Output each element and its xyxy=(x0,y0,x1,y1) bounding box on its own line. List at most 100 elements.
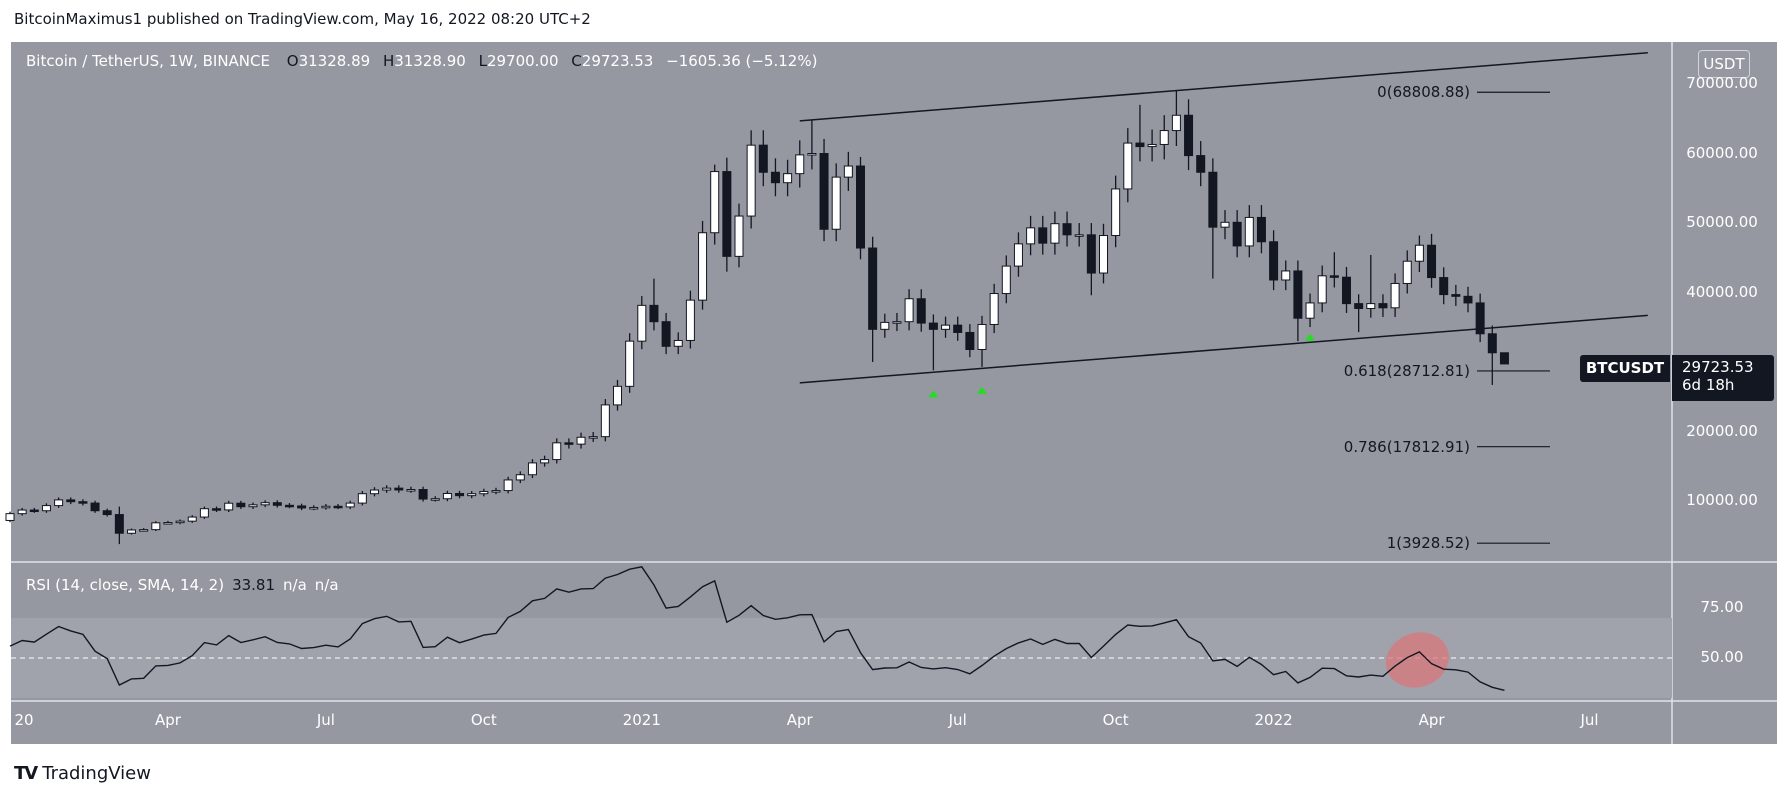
candle-body xyxy=(54,499,64,507)
candle xyxy=(1038,215,1048,255)
candle-body xyxy=(5,513,15,521)
time-axis-label: Apr xyxy=(786,711,813,729)
candle-body xyxy=(78,501,88,504)
candle-body xyxy=(661,321,671,347)
candle-body xyxy=(868,247,878,330)
candle xyxy=(1390,273,1400,317)
currency-button[interactable]: USDT xyxy=(1698,50,1750,78)
candle-body xyxy=(1001,265,1011,295)
candle xyxy=(892,312,902,332)
candle xyxy=(783,159,793,197)
rsi-ma-value: n/a xyxy=(283,576,307,594)
candle-body xyxy=(90,502,100,512)
candle xyxy=(1220,210,1230,240)
candle xyxy=(1451,284,1461,306)
candle xyxy=(78,499,88,506)
candle xyxy=(491,487,501,495)
candle xyxy=(758,130,768,187)
candle-body xyxy=(795,154,805,175)
candle xyxy=(637,296,647,350)
candle-body xyxy=(1439,277,1449,296)
time-axis-label: 2022 xyxy=(1254,711,1293,729)
close-value: 29723.53 xyxy=(581,52,654,70)
candle-body xyxy=(1135,142,1145,148)
candle xyxy=(856,156,865,260)
candle-body xyxy=(989,293,999,325)
candle-body xyxy=(953,324,963,333)
fib-level-label: 0.786(17812.91) xyxy=(1343,437,1470,456)
candle-body xyxy=(1390,282,1400,309)
candle xyxy=(1475,293,1485,343)
candle xyxy=(1196,141,1206,187)
candle-body xyxy=(770,171,780,184)
candle xyxy=(527,459,537,479)
candle-body xyxy=(309,506,319,510)
candle-body xyxy=(856,165,865,249)
candle-body xyxy=(467,493,477,497)
candle xyxy=(17,507,27,516)
candle xyxy=(102,508,112,517)
green-arrow-up-icon xyxy=(928,390,939,398)
candle xyxy=(710,164,720,245)
candle xyxy=(1414,235,1424,273)
candle-body xyxy=(297,505,307,509)
candle xyxy=(1099,223,1108,284)
candle-body xyxy=(1378,303,1388,309)
candle-body xyxy=(272,502,282,506)
candle-body xyxy=(673,339,683,347)
candle xyxy=(1159,115,1169,160)
symbol-price-tag: BTCUSDT xyxy=(1580,355,1670,382)
candle xyxy=(418,486,428,502)
candle xyxy=(1342,266,1351,313)
candle-body xyxy=(649,304,659,323)
candle xyxy=(370,487,379,497)
candle xyxy=(515,471,525,484)
candle xyxy=(236,500,246,509)
candle xyxy=(807,119,817,170)
candle-body xyxy=(1099,235,1108,274)
candle xyxy=(430,496,440,502)
candle xyxy=(1305,293,1315,328)
candle xyxy=(1135,104,1145,162)
candle xyxy=(552,438,562,464)
candle xyxy=(770,158,780,197)
candle xyxy=(916,289,926,332)
candle xyxy=(1269,230,1279,291)
tradingview-logo-icon: TV xyxy=(14,763,38,784)
candle xyxy=(868,236,878,362)
candle-body xyxy=(1354,303,1364,309)
candle xyxy=(321,504,331,510)
candle-body xyxy=(637,304,647,342)
candle xyxy=(625,333,635,393)
candle xyxy=(989,283,999,334)
candle-body xyxy=(1111,188,1121,237)
candle-body xyxy=(613,385,622,406)
last-price-box: 29723.53 6d 18h xyxy=(1672,355,1774,401)
candle-body xyxy=(1281,270,1291,281)
candle-body xyxy=(430,498,440,501)
candle xyxy=(309,505,319,511)
candle-body xyxy=(66,499,76,503)
candle-body xyxy=(41,505,51,512)
candle-body xyxy=(29,509,39,513)
candle-body xyxy=(1196,155,1206,173)
candle xyxy=(54,497,64,508)
candle-body xyxy=(394,487,404,491)
candle-body xyxy=(807,153,817,156)
candle xyxy=(151,521,161,532)
candle xyxy=(953,316,963,341)
candle-body xyxy=(1220,221,1230,228)
candle-body xyxy=(928,322,938,330)
rsi-title[interactable]: RSI (14, close, SMA, 14, 2) xyxy=(26,576,225,594)
candle-body xyxy=(600,404,610,438)
candle-body xyxy=(734,215,744,257)
candle-body xyxy=(1366,303,1376,309)
fib-level-label: 0(68808.88) xyxy=(1377,83,1470,102)
low-value: 29700.00 xyxy=(486,52,559,70)
candle-body xyxy=(1317,275,1327,304)
symbol-name[interactable]: Bitcoin / TetherUS, 1W, BINANCE xyxy=(26,52,270,70)
price-axis-label: 70000.00 xyxy=(1686,74,1758,92)
candle-body xyxy=(224,502,234,511)
candle-body xyxy=(527,462,537,476)
